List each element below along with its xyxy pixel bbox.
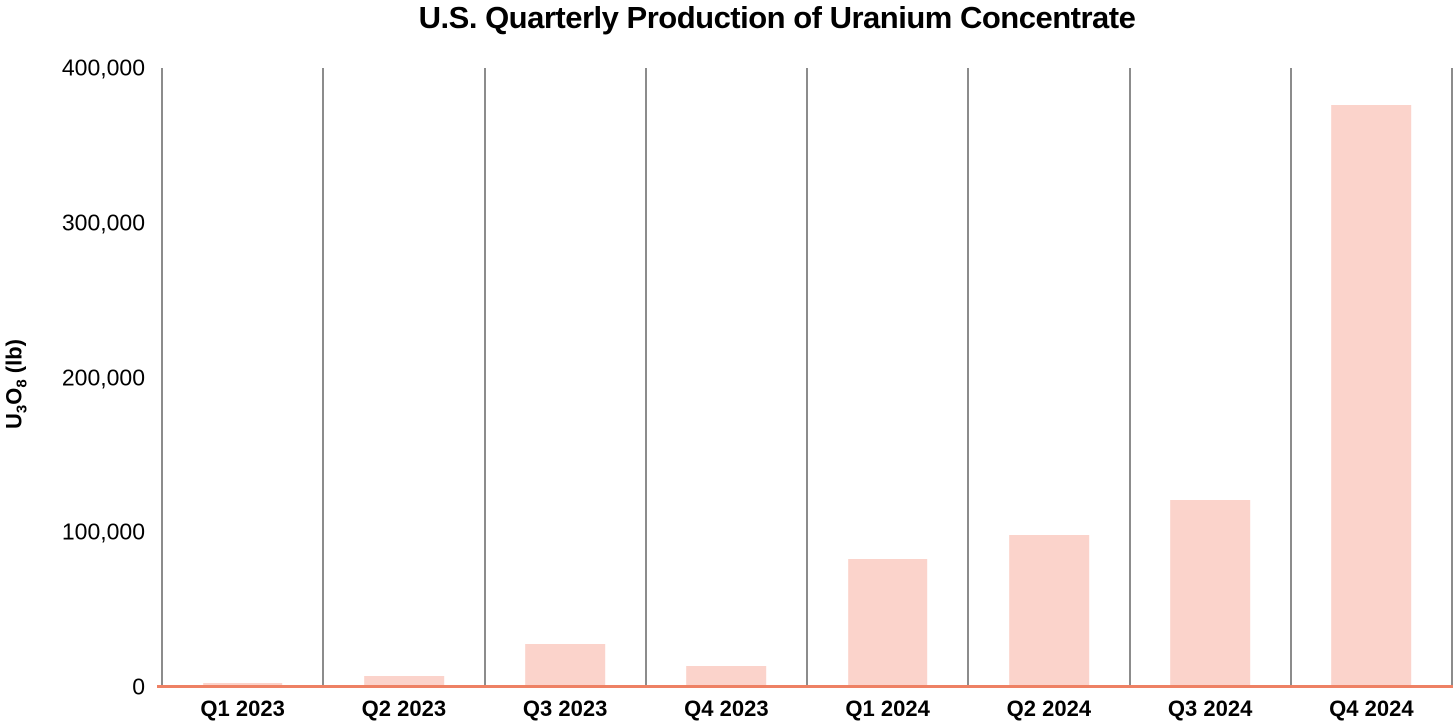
- y-tick-label: 200,000: [61, 364, 145, 390]
- bar-q2-2024: [1009, 535, 1089, 687]
- x-tick-label: Q1 2024: [845, 696, 930, 721]
- category-panel-q3-2024: Q3 2024: [1128, 68, 1290, 721]
- bar-q4-2024: [1331, 105, 1412, 687]
- x-tick-label: Q2 2024: [1006, 696, 1092, 721]
- y-tick-label: 100,000: [61, 518, 145, 545]
- category-panel-q2-2023: Q2 2023: [322, 68, 483, 721]
- y-tick-label: 300,000: [61, 209, 145, 236]
- y-axis-tick-labels: 400,000 300,000 200,000 100,000 0: [0, 0, 151, 728]
- y-tick-label: 0: [132, 673, 145, 700]
- plot-area: Q1 2023 Q2 2023 Q3 2023 Q4 2023 Q1 2024 Q2 20…: [157, 68, 1453, 721]
- bar-q1-2024: [847, 559, 928, 687]
- category-panel-q1-2023: Q1 2023: [161, 68, 322, 721]
- x-tick-label: Q4 2023: [684, 696, 769, 721]
- x-tick-label: Q2 2023: [361, 696, 447, 721]
- y-tick-label: 400,000: [61, 54, 145, 81]
- x-tick-label: Q4 2024: [1329, 696, 1414, 721]
- chart-title: U.S. Quarterly Production of Uranium Con…: [418, 0, 1136, 35]
- x-tick-label: Q1 2023: [200, 696, 285, 721]
- bar-q3-2023: [525, 643, 605, 687]
- category-panel-q4-2024: Q4 2024: [1289, 68, 1451, 721]
- category-panel-q1-2024: Q1 2024: [806, 68, 967, 721]
- x-tick-label: Q3 2024: [1167, 696, 1253, 721]
- category-panel-q3-2023: Q3 2023: [483, 68, 645, 721]
- bar-q3-2024: [1170, 499, 1250, 687]
- category-panel-q2-2024: Q2 2024: [967, 68, 1128, 721]
- x-tick-label: Q3 2023: [522, 696, 608, 721]
- category-panel-q4-2023: Q4 2023: [644, 68, 806, 721]
- x-axis-baseline: [157, 685, 1453, 688]
- bar-q2-2023: [364, 676, 444, 687]
- bar-q4-2023: [686, 666, 767, 687]
